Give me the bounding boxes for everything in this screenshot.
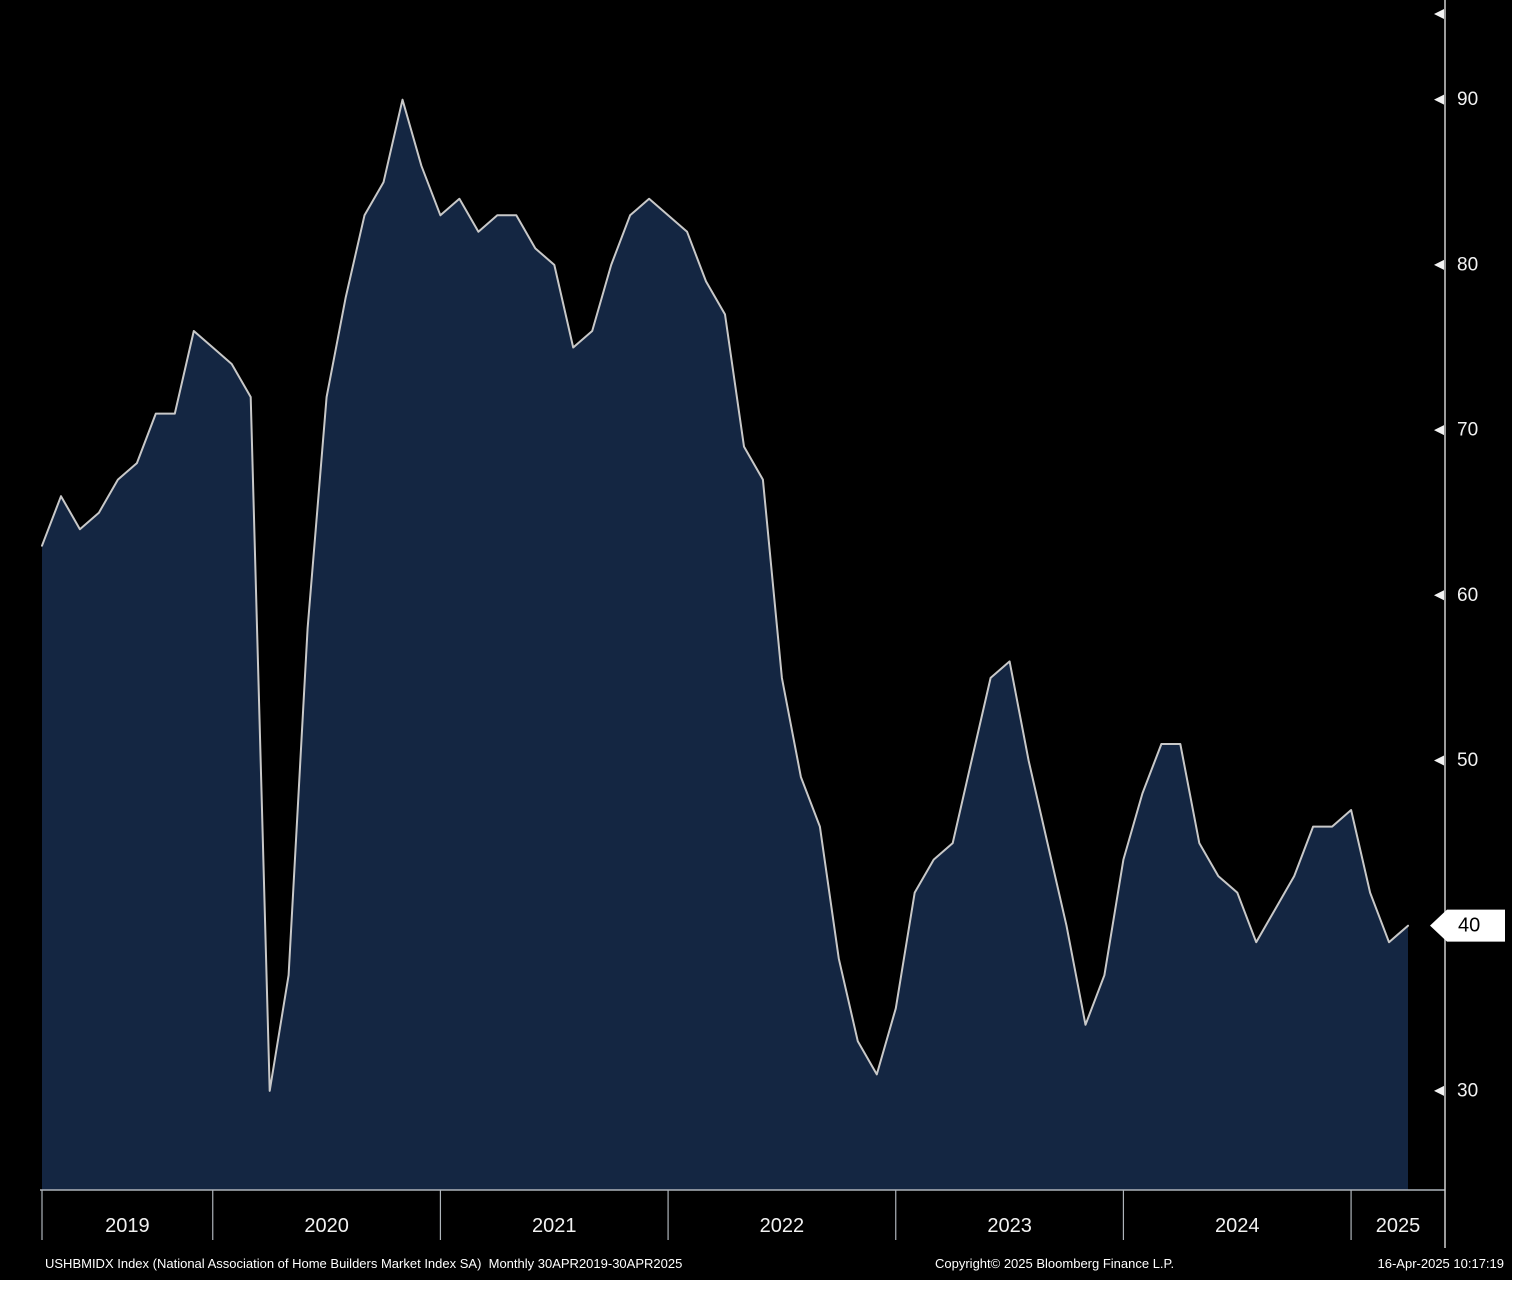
y-axis-top-tick: [1434, 9, 1444, 19]
x-axis-year-label: 2019: [105, 1215, 150, 1237]
y-axis-tick: [1434, 259, 1444, 270]
x-axis-year-label: 2023: [987, 1215, 1032, 1237]
y-axis-tick-label: 50: [1457, 750, 1478, 771]
x-axis-year-label: 2022: [760, 1215, 805, 1237]
x-axis-year-label: 2024: [1215, 1215, 1260, 1237]
y-axis-tick: [1434, 755, 1444, 766]
y-axis-tick: [1434, 425, 1444, 436]
x-axis-year-label: 2020: [304, 1215, 349, 1237]
footer-security-description: USHBMIDX Index (National Association of …: [45, 1256, 683, 1271]
x-axis-year-label: 2025: [1376, 1215, 1421, 1237]
chart-footer: USHBMIDX Index (National Association of …: [0, 1250, 1512, 1280]
footer-copyright: Copyright© 2025 Bloomberg Finance L.P.: [935, 1256, 1175, 1271]
y-axis-tick-label: 30: [1457, 1080, 1478, 1101]
last-value-label: 40: [1458, 915, 1480, 937]
y-axis-tick: [1434, 590, 1444, 601]
y-axis-tick-label: 60: [1457, 585, 1478, 606]
y-axis-tick-label: 80: [1457, 254, 1478, 275]
y-axis-tick: [1434, 94, 1444, 105]
chart-canvas[interactable]: 2019 2020 2021 2022 2023 2024 2025 30 50 60 70 80 90…: [0, 0, 1512, 1250]
area-series: [42, 99, 1408, 1191]
x-axis-year-label: 2021: [532, 1215, 577, 1237]
price-line: [41, 98, 1409, 1092]
last-value-tag: [1430, 909, 1505, 942]
y-axis-tick: [1434, 1085, 1444, 1096]
y-axis-tick-label: 70: [1457, 420, 1478, 441]
y-axis-tick-label: 90: [1457, 89, 1478, 110]
chart-window: 2019 2020 2021 2022 2023 2024 2025 30 50 60 70 80 90…: [0, 0, 1512, 1280]
footer-timestamp: 16-Apr-2025 10:17:19: [1377, 1256, 1504, 1271]
